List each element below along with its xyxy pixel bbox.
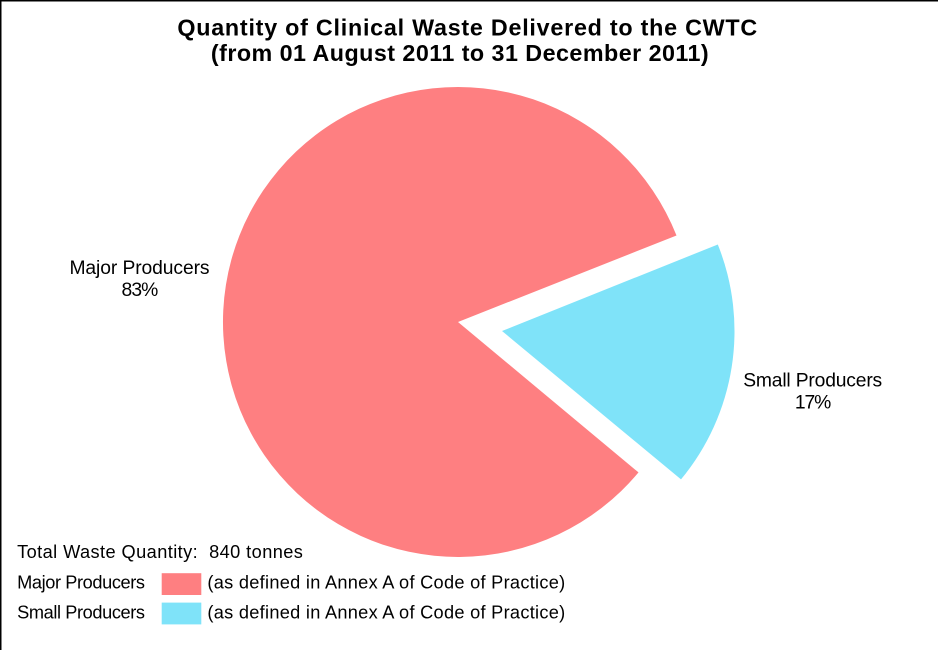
svg-text:Small Producers: Small Producers (17, 602, 145, 622)
svg-text:17%: 17% (795, 392, 831, 413)
svg-text:(as defined in Annex A of Code: (as defined in Annex A of Code of Practi… (207, 602, 565, 622)
svg-text:(from 01 August 2011 to 31 Dec: (from 01 August 2011 to 31 December 2011… (211, 40, 709, 66)
svg-text:Quantity of Clinical Waste Del: Quantity of Clinical Waste Delivered to … (177, 15, 757, 41)
svg-text:83%: 83% (122, 280, 159, 301)
svg-text:Major Producers: Major Producers (17, 573, 145, 593)
svg-text:Small Producers: Small Producers (743, 371, 882, 392)
svg-text:(as defined in Annex A of Code: (as defined in Annex A of Code of Practi… (207, 573, 565, 593)
svg-text:Total Waste Quantity: 840 ton: Total Waste Quantity: 840 tonnes (17, 542, 303, 562)
svg-text:Major Producers: Major Producers (69, 258, 209, 279)
